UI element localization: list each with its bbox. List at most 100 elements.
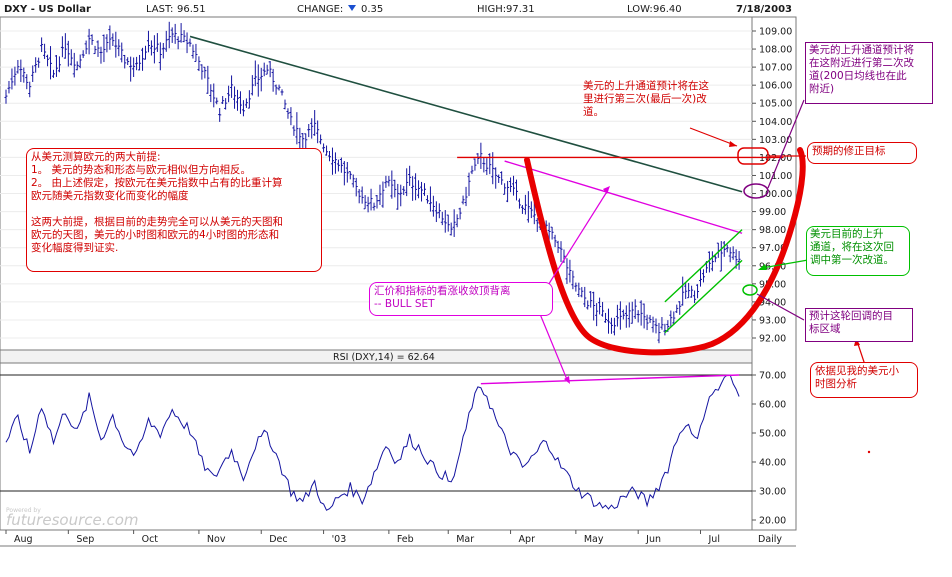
second-pullback-connector: [767, 99, 805, 189]
price-bar: [512, 175, 516, 196]
price-bar: [657, 322, 661, 344]
price-bar: [230, 75, 234, 98]
price-bar: [654, 318, 658, 334]
premise-note: 从美元测算欧元的两大前提: 1。 美元的势态和形态与欧元相似但方向相反。 2。 …: [26, 148, 322, 272]
price-bar: [289, 107, 293, 126]
price-bar: [268, 61, 272, 78]
price-bar: [265, 64, 269, 75]
price-bar: [247, 90, 251, 109]
arrow-head-icon: [603, 186, 610, 194]
price-bar: [212, 83, 216, 108]
price-bar: [310, 118, 314, 139]
price-bar: [699, 268, 703, 287]
price-bar: [737, 251, 741, 270]
price-bar: [298, 127, 302, 151]
rsi-series: [5, 374, 740, 511]
third-pullback-note: 美元的上升通道预计将在这 里进行第三次(最后一次)改 道。: [583, 80, 709, 118]
month-label: May: [584, 534, 604, 545]
price-bar: [520, 205, 524, 214]
price-bar: [360, 186, 364, 204]
high-label: HIGH:: [477, 4, 506, 15]
price-bar: [256, 64, 260, 97]
price-bar: [449, 222, 453, 236]
price-bar: [707, 251, 711, 273]
price-bar: [244, 98, 248, 108]
price-bar: [399, 184, 403, 207]
price-bar: [328, 150, 332, 162]
price-bar: [158, 42, 162, 71]
price-bar: [54, 55, 58, 77]
channel-now-connector: [761, 259, 809, 269]
price-bar: [414, 173, 418, 201]
price-bar: [108, 25, 112, 50]
arrow-head-icon: [564, 376, 570, 384]
high-value: 97.31: [506, 4, 535, 15]
price-bar: [271, 68, 275, 92]
price-bar: [627, 302, 631, 328]
price-bar: [63, 33, 67, 59]
price-bar: [319, 134, 323, 145]
price-bar: [233, 86, 237, 109]
price-bar: [568, 259, 572, 283]
stray-dot: [867, 450, 871, 454]
low-label: LOW:: [627, 4, 653, 15]
price-bar: [630, 301, 634, 324]
divergence-note: 汇价和指标的看涨收敛顶背离 -- BULL SET: [369, 282, 553, 316]
price-bar: [464, 186, 468, 207]
price-bar: [618, 301, 622, 330]
price-bar: [494, 167, 498, 189]
ma200-marker: [743, 183, 769, 199]
price-bar: [117, 39, 121, 57]
price-bar: [455, 214, 459, 228]
price-bar: [476, 153, 480, 165]
third-pullback-arrow: [689, 127, 738, 147]
price-bar: [203, 66, 207, 79]
trendline-rsi-divergence: [480, 374, 740, 385]
price-bar: [408, 165, 412, 186]
price-bar: [402, 186, 406, 196]
price-bar: [182, 30, 186, 43]
price-bar: [135, 56, 139, 71]
watermark-brand: futuresource.com: [6, 511, 139, 529]
price-bar: [185, 32, 189, 54]
price-bar: [497, 174, 501, 183]
price-bar: [126, 57, 130, 66]
trendline-channel-lower: [664, 259, 743, 334]
price-bar: [503, 183, 507, 195]
price-bar: [574, 282, 578, 292]
price-bar: [467, 172, 471, 197]
price-bar: [437, 203, 441, 219]
price-bar: [197, 56, 201, 72]
price-bar: [547, 222, 551, 241]
price-bar: [434, 201, 438, 223]
price-bar: [369, 188, 373, 211]
price-bar: [209, 84, 213, 103]
watermark-sub: Powered by: [6, 507, 41, 514]
price-bar: [571, 270, 575, 290]
price-bar: [138, 54, 142, 71]
price-bar: [146, 30, 150, 53]
price-bar: [173, 23, 177, 44]
price-bar: [470, 165, 474, 175]
price-bar: [381, 181, 385, 208]
price-bar: [194, 43, 198, 62]
price-bar: [396, 183, 400, 210]
price-y-tick-label: 104.00: [759, 117, 792, 128]
price-bar: [342, 161, 346, 186]
price-bar: [191, 44, 195, 59]
price-y-tick-label: 93.00: [759, 315, 786, 326]
price-bar: [316, 120, 320, 144]
price-bar: [339, 157, 343, 173]
price-bar: [624, 305, 628, 328]
price-y-tick-label: 103.00: [759, 135, 792, 146]
price-bar: [425, 195, 429, 204]
month-label: Jun: [645, 534, 661, 545]
price-bar: [313, 110, 317, 136]
price-bar: [485, 158, 489, 175]
price-bar: [164, 30, 168, 52]
price-bar: [681, 276, 685, 306]
price-bar: [696, 284, 700, 299]
price-bar: [580, 287, 584, 298]
price-bar: [90, 34, 94, 45]
price-bar: [556, 240, 560, 253]
